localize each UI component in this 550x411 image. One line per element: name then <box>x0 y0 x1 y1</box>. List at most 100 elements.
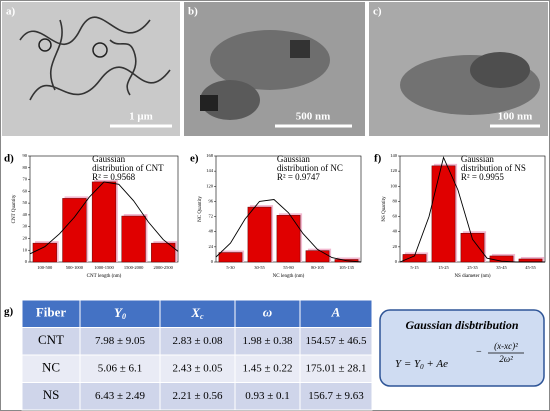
bar <box>518 258 543 263</box>
histogram: 0 20 40 60 80 100 120 140 5-15 15-25 25-35 35-45 45-… <box>374 153 546 279</box>
cell-text: CNT <box>38 332 64 347</box>
r-squared: R² = 0.9955 <box>461 172 505 182</box>
cell <box>21 327 81 356</box>
x-tick-label: 80-105 <box>311 265 324 270</box>
x-axis-label: NC length (nm) <box>273 274 305 279</box>
x-tick-label: 1000-1500 <box>94 265 114 270</box>
cell <box>79 382 161 411</box>
scale-label: 500 nm <box>296 111 331 123</box>
y-tick-label: 40 <box>23 212 28 217</box>
cell-text: 2.83 ± 0.08 <box>172 335 223 347</box>
particles <box>470 52 530 88</box>
chart-title: distribution of NC <box>277 163 343 173</box>
cell <box>159 327 236 356</box>
micrograph-a: a) 1 μm <box>2 2 180 136</box>
r-squared: R² = 0.9747 <box>277 172 321 182</box>
y-tick-label: 30 <box>23 224 28 229</box>
y-tick-label: 80 <box>23 165 28 170</box>
cell-text: 175.01 ± 28.1 <box>305 362 366 374</box>
scale-label: 1 μm <box>129 111 153 123</box>
subscript: 0 <box>122 312 126 321</box>
bar <box>121 215 146 263</box>
bar <box>276 215 301 263</box>
x-tick-label: 5-15 <box>410 265 419 270</box>
x-tick-label: 45-55 <box>525 265 536 270</box>
eq-mid: + Ae <box>424 358 448 370</box>
y-tick-label: 24 <box>209 244 214 249</box>
x-tick-label: 500-1000 <box>66 265 84 270</box>
bar <box>91 181 117 263</box>
x-axis-label: NS diameter (nm) <box>454 274 490 279</box>
equation: Y = Y0 + Ae <box>395 358 448 371</box>
table: Fiber Y0 Xc ω A CNT 7.98 ± 9.05 2.83 ± 0.08 1.98… <box>21 299 373 411</box>
scale-label: 100 nm <box>498 111 533 123</box>
y-tick-label: 0 <box>211 259 214 264</box>
particle <box>200 95 218 111</box>
x-tick-label: 5-30 <box>226 265 235 270</box>
cell-text: 0.93 ± 0.1 <box>245 390 290 402</box>
cell-text: 154.57 ± 46.5 <box>305 335 367 347</box>
y-tick-label: 48 <box>209 229 214 234</box>
subscript: c <box>200 312 204 321</box>
x-tick-label: 1500-2000 <box>124 265 144 270</box>
cell <box>299 327 373 356</box>
y-axis-label: NC Quantity <box>198 196 203 222</box>
header-cell <box>299 299 373 328</box>
bar <box>305 250 330 263</box>
chart-title: Gaussian <box>277 154 310 164</box>
cell-text: 2.21 ± 0.56 <box>172 390 223 402</box>
y-tick-label: 168 <box>206 153 214 158</box>
cell-text: 7.98 ± 9.05 <box>95 335 146 347</box>
eq-lhs: Y = Y <box>395 358 422 370</box>
x-tick-label: 100-500 <box>37 265 53 270</box>
y-tick-label: 60 <box>23 188 28 193</box>
r-squared: R² = 0.9568 <box>92 172 136 182</box>
chart-title: Gaussian <box>92 154 125 164</box>
fit-curve <box>29 181 179 255</box>
y-tick-label: 96 <box>209 198 214 203</box>
header-cell <box>234 299 301 328</box>
histogram: 0 24 48 72 96 120 144 168 5-30 30-55 55-80 80-105 10… <box>190 153 362 279</box>
x-tick-label: 35-45 <box>496 265 507 270</box>
cell-text: A <box>331 305 341 320</box>
y-tick-label: 72 <box>209 214 214 219</box>
y-tick-label: 70 <box>23 177 28 182</box>
y-tick-label: 120 <box>390 168 398 173</box>
chart-title: distribution of CNT <box>92 163 164 173</box>
cell <box>21 382 81 411</box>
micrograph-b: b) 500 nm <box>184 2 365 136</box>
x-tick-label: 2000-2500 <box>153 265 173 270</box>
cell-text: 2.43 ± 0.05 <box>172 362 223 374</box>
y-tick-label: 0 <box>25 259 28 264</box>
y-tick-label: 40 <box>393 229 398 234</box>
bar <box>62 198 87 263</box>
panel-label: d) <box>4 153 14 165</box>
x-tick-label: 25-35 <box>467 265 478 270</box>
nanotubes <box>19 16 171 101</box>
eq-sign: − <box>476 346 482 357</box>
panel-label: c) <box>373 6 382 18</box>
bar <box>431 165 456 263</box>
loop <box>38 38 52 52</box>
y-tick-label: 10 <box>23 247 28 252</box>
y-axis-label: NS Quantity <box>382 196 387 222</box>
formula-bg <box>379 309 545 387</box>
bar <box>460 232 485 263</box>
y-tick-label: 100 <box>390 183 398 188</box>
cell-text: 156.7 ± 9.63 <box>308 390 364 402</box>
panel-label: a) <box>6 6 16 18</box>
cell <box>299 382 373 411</box>
histogram: 0 10 20 30 40 50 60 70 80 90 100-500 500-1000 1000-1… <box>4 153 179 279</box>
chart-title: distribution of NS <box>461 163 526 173</box>
y-tick-label: 144 <box>206 168 214 173</box>
panel-label: g) <box>4 306 14 318</box>
y-tick-label: 90 <box>23 153 28 158</box>
cell-text: 6.43 ± 2.49 <box>95 390 146 402</box>
y-tick-label: 20 <box>393 244 398 249</box>
cell-text: 5.06 ± 6.1 <box>98 362 143 374</box>
bar <box>218 252 243 263</box>
x-axis-label: CNT length (nm) <box>87 274 122 279</box>
x-tick-label: 55-80 <box>283 265 294 270</box>
